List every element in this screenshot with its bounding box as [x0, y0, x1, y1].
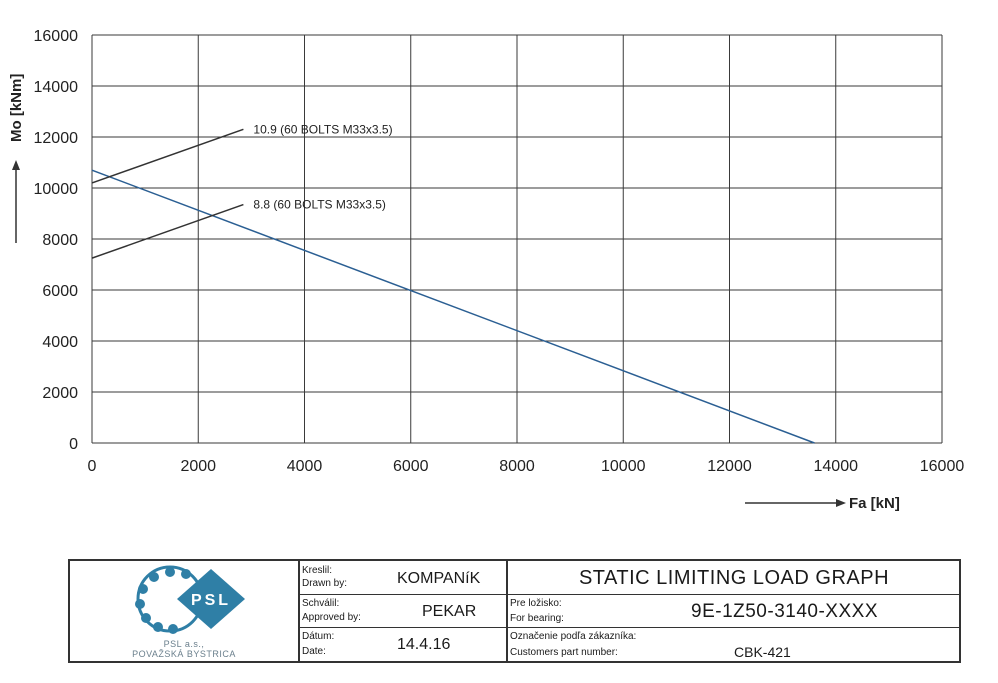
y-tick-label: 6000	[42, 283, 78, 300]
x-tick-label: 4000	[287, 458, 323, 475]
logo-company-line1: PSL a.s.,	[163, 639, 205, 649]
approved-by-label-sk: Schválil:	[302, 598, 340, 609]
y-axis-title: Mo [kNm]	[8, 74, 25, 142]
y-tick-label: 2000	[42, 385, 78, 402]
logo-brand: PSL	[191, 592, 231, 609]
drawn-by-value: KOMPANíK	[397, 570, 481, 587]
customer-label-en: Customers part number:	[510, 647, 618, 658]
chart-series-labels: 10.9 (60 BOLTS M33x3.5) 8.8 (60 BOLTS M33…	[253, 122, 392, 211]
company-logo: PSL PSL a.s., POVAŽSKÁ BYSTRICA	[70, 561, 298, 661]
y-axis-arrow-head	[12, 160, 20, 170]
x-tick-label: 8000	[499, 458, 535, 475]
chart-tick-labels: 0 2000 4000 6000 8000 10000 12000 14000 16000 0 20…	[34, 28, 965, 475]
series-label: 10.9 (60 BOLTS M33x3.5)	[253, 122, 392, 136]
psl-logo-icon: PSL	[135, 565, 245, 634]
y-tick-label: 0	[69, 436, 78, 453]
x-tick-label: 14000	[814, 458, 859, 475]
y-tick-label: 10000	[34, 181, 79, 198]
chart-series	[91, 128, 815, 444]
x-tick-label: 2000	[180, 458, 216, 475]
date-value: 14.4.16	[397, 636, 451, 653]
date-label-sk: Dátum:	[302, 631, 335, 642]
drawn-by-label-sk: Kreslil:	[302, 565, 333, 576]
bearing-label-en: For bearing:	[510, 613, 564, 624]
logo-company-line2: POVAŽSKÁ BYSTRICA	[132, 649, 236, 659]
customer-label-sk: Označenie podľa zákazníka:	[510, 631, 637, 642]
y-tick-label: 8000	[42, 232, 78, 249]
title-block: PSL PSL a.s., POVAŽSKÁ BYSTRICA Kreslil:…	[68, 559, 961, 663]
y-tick-label: 4000	[42, 334, 78, 351]
date-label-en: Date:	[302, 646, 326, 657]
x-axis-arrow-head	[836, 499, 846, 507]
static-load-chart: 0 2000 4000 6000 8000 10000 12000 14000 16000 0 20…	[8, 28, 965, 512]
x-axis-title: Fa [kN]	[849, 495, 900, 512]
x-tick-label: 0	[88, 458, 97, 475]
bearing-label-sk: Pre ložisko:	[510, 598, 562, 609]
x-tick-label: 16000	[920, 458, 965, 475]
y-tick-label: 12000	[34, 130, 79, 147]
x-tick-label: 6000	[393, 458, 429, 475]
y-tick-label: 16000	[34, 28, 79, 45]
series-line	[91, 203, 244, 259]
graph-title: STATIC LIMITING LOAD GRAPH	[578, 567, 890, 589]
bearing-number: 9E-1Z50-3140-XXXX	[691, 601, 878, 622]
series-label: 8.8 (60 BOLTS M33x3.5)	[253, 198, 386, 212]
y-tick-label: 14000	[34, 79, 79, 96]
approved-by-label-en: Approved by:	[302, 612, 361, 623]
approved-by-value: PEKAR	[422, 603, 477, 620]
chart-grid	[91, 34, 943, 444]
drawn-by-label-en: Drawn by:	[302, 578, 348, 589]
series-line	[91, 128, 244, 184]
series-line	[91, 169, 815, 444]
x-tick-label: 10000	[601, 458, 646, 475]
x-tick-label: 12000	[707, 458, 752, 475]
customer-part-number: CBK-421	[734, 644, 791, 660]
